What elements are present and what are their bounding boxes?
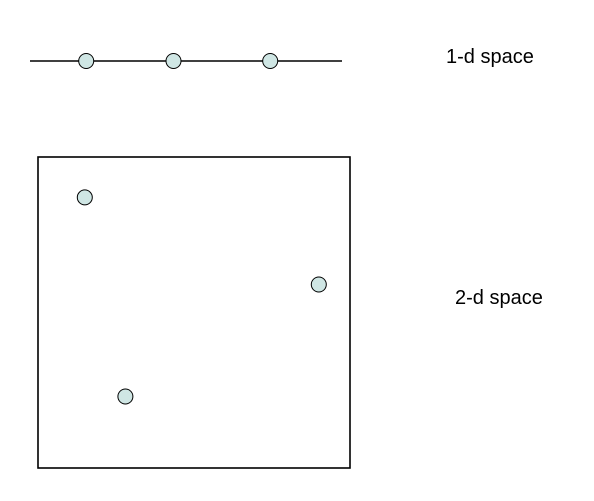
two-d-points [76,189,327,405]
one-d-point-2 [165,53,182,69]
two-d-point-3 [117,388,134,405]
two-d-space-box [37,156,351,469]
two-d-point-1 [76,189,93,206]
one-d-point-3 [262,53,279,69]
one-d-point-1 [78,53,95,69]
label-1d-space: 1-d space [446,46,534,68]
one-d-points [78,53,279,69]
label-2d-space: 2-d space [455,287,543,309]
two-d-point-2 [310,276,327,293]
